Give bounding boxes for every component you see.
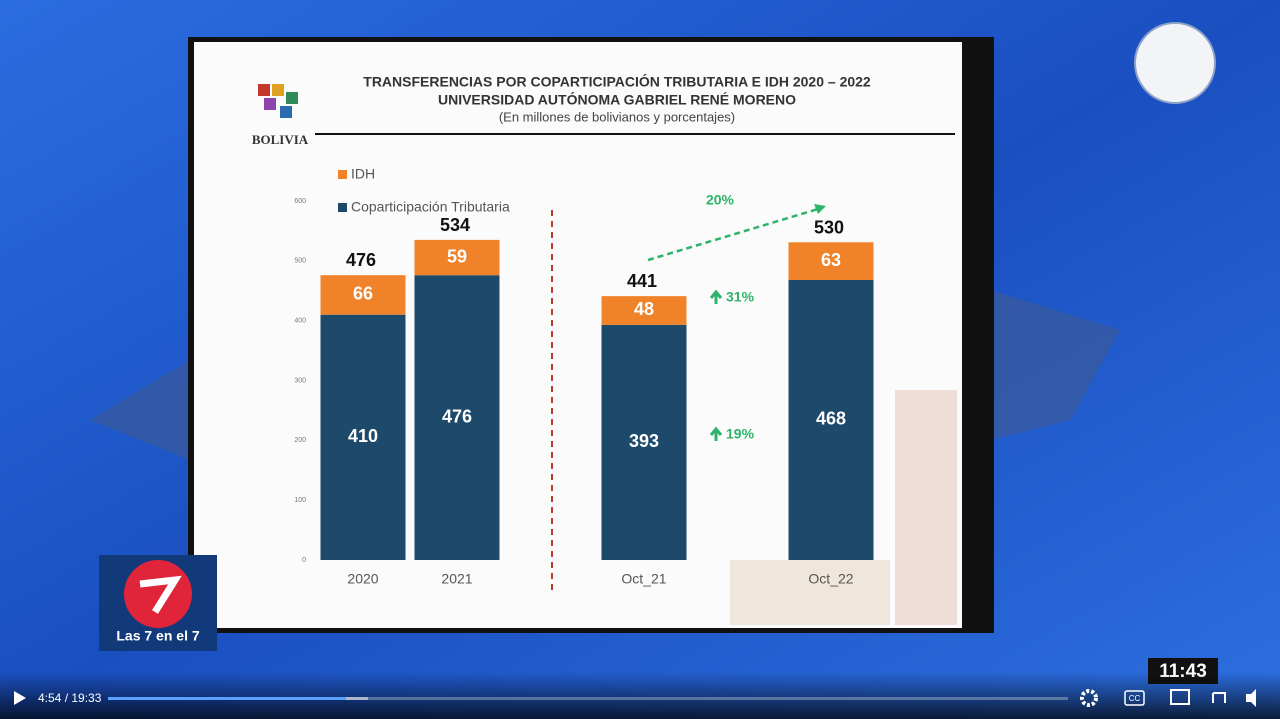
decoration — [895, 390, 957, 625]
play-button[interactable] — [14, 691, 26, 705]
y-tick-label: 500 — [294, 258, 306, 265]
value-label: 476 — [442, 406, 472, 426]
volume-button[interactable] — [1246, 689, 1256, 707]
total-label: 534 — [440, 215, 470, 235]
settings-button[interactable] — [1080, 689, 1098, 707]
x-tick-label: 2021 — [441, 571, 472, 587]
ministry-logo: BOLIVIA — [252, 84, 309, 147]
progress-played — [108, 697, 346, 700]
value-label: 48 — [634, 299, 654, 319]
bar-segment — [320, 275, 406, 315]
ball-logo — [1134, 22, 1216, 104]
y-tick-label: 300 — [294, 377, 306, 384]
logo-text: BOLIVIA — [252, 132, 309, 147]
chart-note: (En millones de bolivianos y porcentajes… — [499, 109, 735, 124]
bar-segment — [601, 324, 687, 560]
decoration — [990, 290, 1120, 440]
pip-button[interactable] — [1170, 689, 1190, 705]
legend-label: IDH — [351, 166, 375, 182]
bar-segment — [788, 279, 874, 560]
up-arrow — [709, 426, 723, 441]
y-tick-label: 0 — [302, 557, 306, 564]
chart-subtitle: UNIVERSIDAD AUTÓNOMA GABRIEL RENÉ MORENO — [438, 91, 796, 108]
arrow-head — [814, 204, 826, 214]
total-label: 476 — [346, 250, 376, 270]
cc-button[interactable] — [1124, 690, 1145, 706]
y-tick-label: 600 — [294, 198, 306, 205]
x-tick-label: Oct_21 — [621, 571, 666, 587]
x-tick-label: Oct_22 — [808, 571, 853, 587]
bar-segment — [414, 239, 500, 276]
channel-logo: Las 7 en el 7 — [99, 555, 217, 651]
decoration — [90, 360, 190, 460]
bar-segment — [414, 275, 500, 560]
chart: 0 100 200 300 400 500 600 IDH Coparticipación Tr… — [294, 166, 874, 587]
bar-segment — [601, 296, 687, 325]
progress-track[interactable] — [108, 697, 1068, 700]
value-label: 468 — [816, 409, 846, 429]
bar-segment — [788, 242, 874, 280]
time-display: 4:54 / 19:33 — [38, 691, 102, 705]
chart-title: TRANSFERENCIAS POR COPARTICIPACIÓN TRIBU… — [363, 73, 871, 90]
annotation: 19% — [726, 426, 755, 442]
value-label: 63 — [821, 250, 841, 270]
value-label: 393 — [629, 431, 659, 451]
legend-swatch — [338, 203, 347, 212]
value-label: 410 — [348, 426, 378, 446]
fullscreen-button[interactable] — [1212, 692, 1226, 703]
bar-segment — [320, 314, 406, 560]
legend-label: Coparticipación Tributaria — [351, 199, 510, 215]
up-arrow — [709, 289, 723, 304]
channel-name: Las 7 en el 7 — [116, 628, 199, 644]
legend-swatch — [338, 170, 347, 179]
total-label: 530 — [814, 218, 844, 238]
total-label: 441 — [627, 271, 657, 291]
y-tick-label: 100 — [294, 497, 306, 504]
annotation: 31% — [726, 289, 755, 305]
value-label: 59 — [447, 246, 467, 266]
control-bar — [0, 672, 1280, 719]
annotation: 20% — [706, 192, 735, 208]
cc-label: CC — [1129, 694, 1141, 703]
decoration — [730, 560, 890, 625]
y-tick-label: 400 — [294, 318, 306, 325]
y-tick-label: 200 — [294, 437, 306, 444]
x-tick-label: 2020 — [347, 571, 378, 587]
value-label: 66 — [353, 284, 373, 304]
